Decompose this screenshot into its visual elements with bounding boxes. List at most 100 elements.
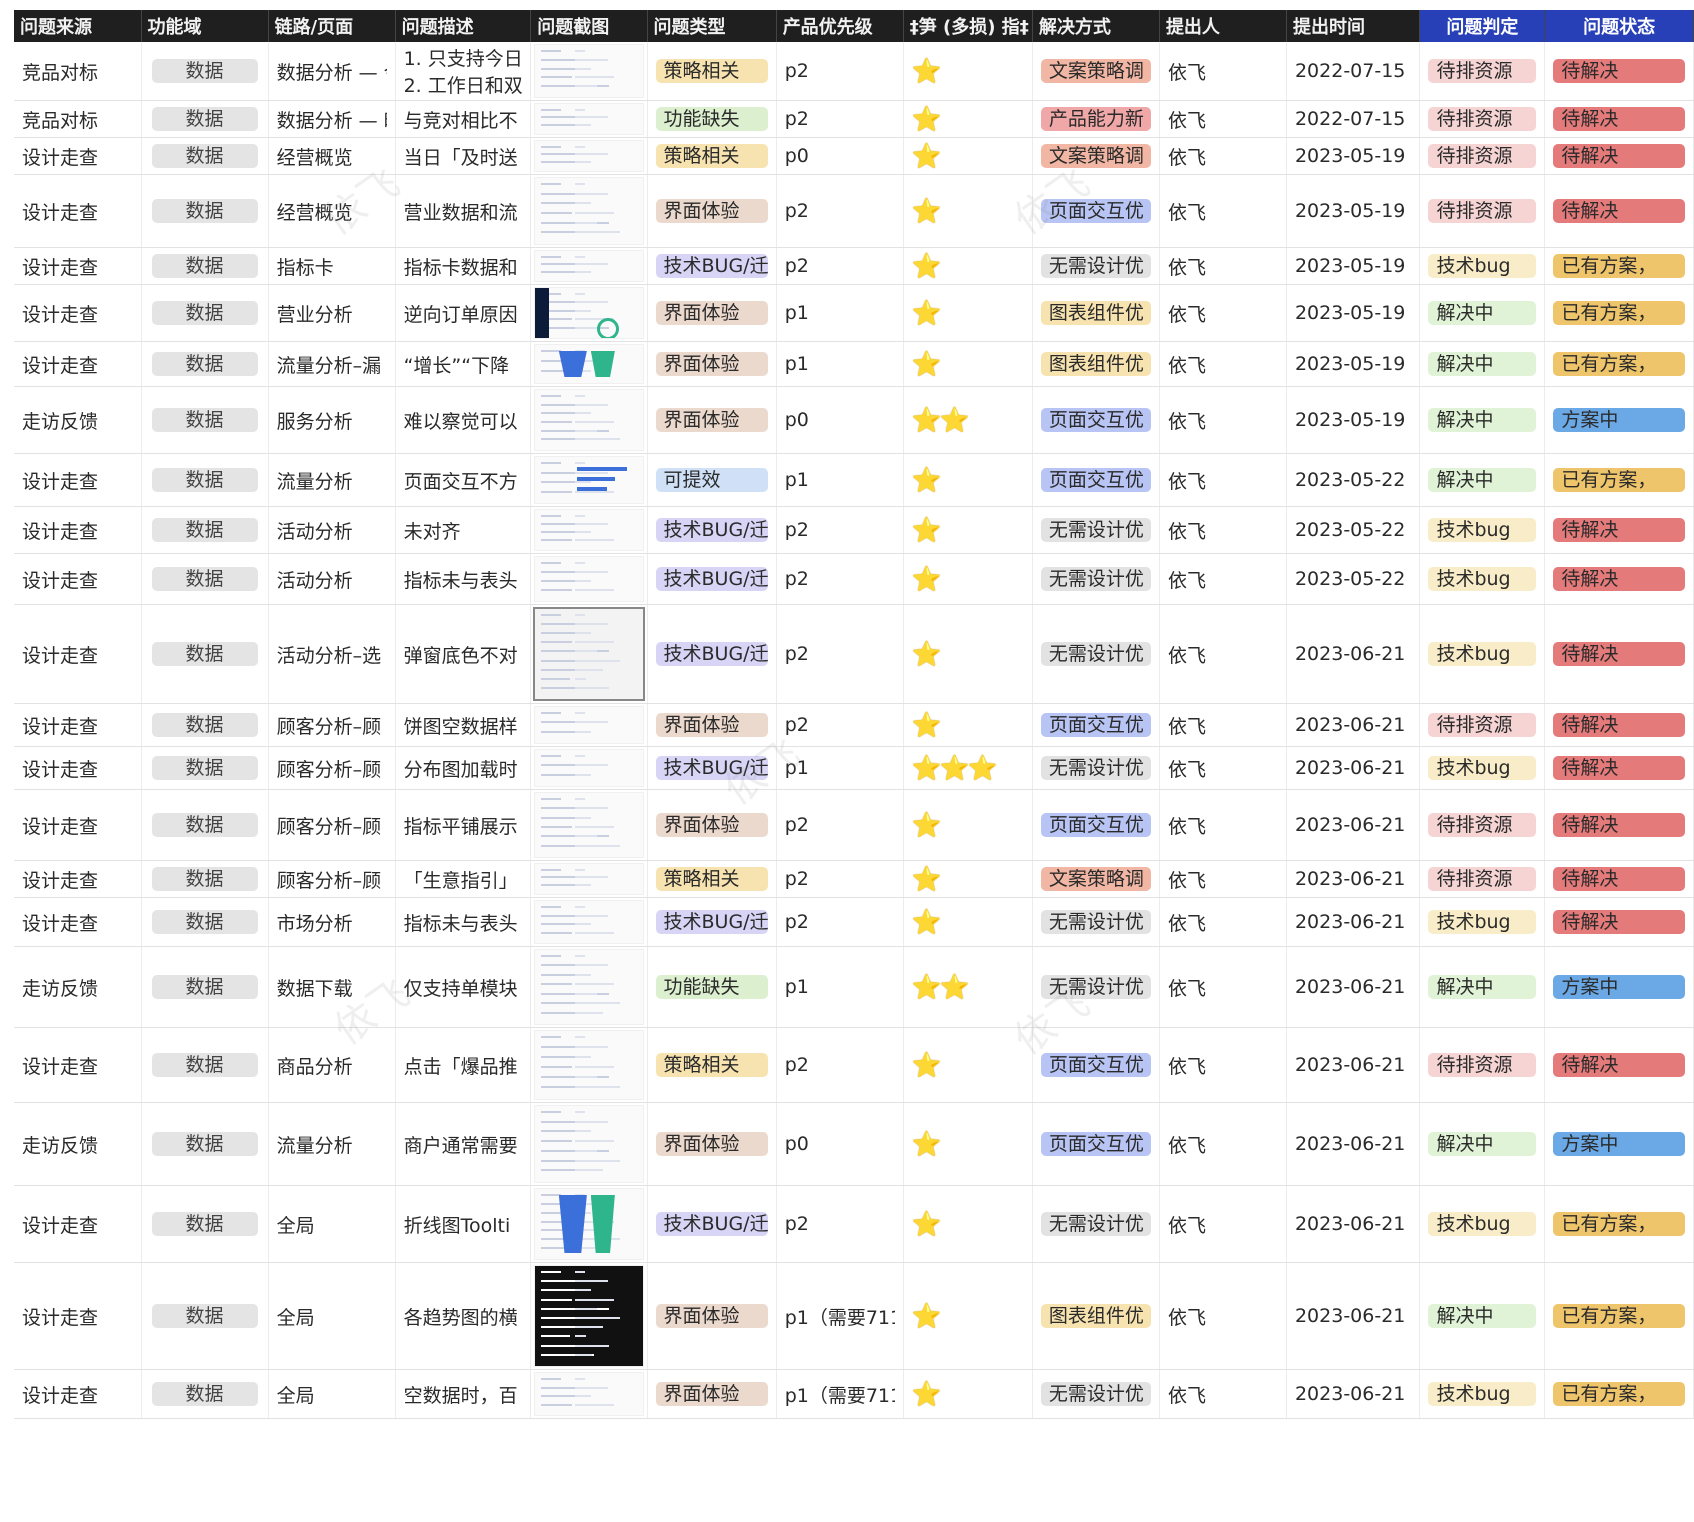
cell-page[interactable]: 顾客分析–顾 xyxy=(268,789,396,861)
screenshot-thumbnail[interactable] xyxy=(533,1030,644,1100)
cell-description[interactable]: 营业数据和流 xyxy=(395,174,532,248)
cell-solution[interactable]: 页面交互优 xyxy=(1032,1102,1160,1186)
table-row[interactable]: 设计走查 数据 全局 折线图Toolti 技术BUG/迁 p2 ⭐ 无需设计优 依飞 2023-0… xyxy=(14,1185,1694,1263)
cell-page[interactable]: 营业分析 xyxy=(268,284,396,342)
cell-rating[interactable]: ⭐ xyxy=(903,897,1033,947)
cell-reporter[interactable]: 依飞 xyxy=(1159,284,1287,342)
cell-status[interactable]: 待解决 xyxy=(1544,553,1694,605)
column-header[interactable]: 产品优先级 xyxy=(776,10,904,42)
cell-judgement[interactable]: 解决中 xyxy=(1419,386,1546,454)
cell-time[interactable]: 2023-05-19 xyxy=(1286,386,1421,454)
cell-reporter[interactable]: 依飞 xyxy=(1159,703,1287,747)
cell-rating[interactable]: ⭐ xyxy=(903,1102,1033,1186)
cell-rating[interactable]: ⭐ xyxy=(903,247,1033,285)
cell-status[interactable]: 已有方案， xyxy=(1544,1369,1694,1419)
table-row[interactable]: 设计走查 数据 全局 空数据时，百 界面体验 p1（需要711 ⭐ 无需设计优 依飞 2023-0… xyxy=(14,1369,1694,1419)
cell-time[interactable]: 2023-05-19 xyxy=(1286,174,1421,248)
cell-solution[interactable]: 产品能力新 xyxy=(1032,100,1160,138)
cell-page[interactable]: 全局 xyxy=(268,1185,396,1263)
cell-priority[interactable]: p2 xyxy=(776,1027,904,1103)
table-row[interactable]: 设计走查 数据 活动分析 指标未与表头 技术BUG/迁 p2 ⭐ 无需设计优 依飞 2023-05… xyxy=(14,553,1694,605)
cell-source[interactable]: 走访反馈 xyxy=(14,1102,142,1186)
cell-status[interactable]: 已有方案， xyxy=(1544,284,1694,342)
cell-description[interactable]: 页面交互不方 xyxy=(395,453,532,507)
cell-time[interactable]: 2023-06-21 xyxy=(1286,1185,1421,1263)
cell-screenshot[interactable] xyxy=(530,1102,648,1186)
cell-rating[interactable]: ⭐ xyxy=(903,703,1033,747)
table-row[interactable]: 走访反馈 数据 数据下载 仅支持单模块 功能缺失 p1 ⭐⭐ 无需设计优 依飞 2023-06-2… xyxy=(14,946,1694,1028)
cell-type[interactable]: 技术BUG/迁 xyxy=(647,604,777,704)
cell-source[interactable]: 设计走查 xyxy=(14,506,142,554)
cell-domain[interactable]: 数据 xyxy=(141,1185,269,1263)
cell-description[interactable]: 指标卡数据和 xyxy=(395,247,532,285)
column-header[interactable]: 问题来源 xyxy=(14,10,142,42)
cell-page[interactable]: 顾客分析–顾 xyxy=(268,703,396,747)
cell-solution[interactable]: 页面交互优 xyxy=(1032,386,1160,454)
column-header[interactable]: 问题状态 xyxy=(1544,10,1694,42)
cell-judgement[interactable]: 技术bug xyxy=(1419,1369,1546,1419)
cell-screenshot[interactable] xyxy=(530,174,648,248)
cell-rating[interactable]: ⭐ xyxy=(903,100,1033,138)
cell-status[interactable]: 已有方案， xyxy=(1544,1185,1694,1263)
cell-description[interactable]: 与竞对相比不 xyxy=(395,100,532,138)
cell-domain[interactable]: 数据 xyxy=(141,284,269,342)
cell-screenshot[interactable] xyxy=(530,703,648,747)
cell-source[interactable]: 设计走查 xyxy=(14,1369,142,1419)
table-row[interactable]: 设计走查 数据 活动分析–选 弹窗底色不对 技术BUG/迁 p2 ⭐ 无需设计优 依飞 2023-… xyxy=(14,604,1694,704)
cell-rating[interactable]: ⭐ xyxy=(903,604,1033,704)
screenshot-thumbnail[interactable] xyxy=(533,706,644,744)
cell-description[interactable]: 「生意指引」 xyxy=(395,860,532,898)
cell-screenshot[interactable] xyxy=(530,604,648,704)
cell-solution[interactable]: 页面交互优 xyxy=(1032,453,1160,507)
cell-description[interactable]: 弹窗底色不对 xyxy=(395,604,532,704)
cell-reporter[interactable]: 依飞 xyxy=(1159,897,1287,947)
cell-domain[interactable]: 数据 xyxy=(141,1102,269,1186)
cell-reporter[interactable]: 依飞 xyxy=(1159,137,1287,175)
cell-source[interactable]: 设计走查 xyxy=(14,746,142,790)
cell-status[interactable]: 待解决 xyxy=(1544,506,1694,554)
cell-status[interactable]: 待解决 xyxy=(1544,897,1694,947)
cell-time[interactable]: 2023-06-21 xyxy=(1286,1369,1421,1419)
cell-reporter[interactable]: 依飞 xyxy=(1159,341,1287,387)
cell-type[interactable]: 策略相关 xyxy=(647,1027,777,1103)
cell-priority[interactable]: p1（需要711 xyxy=(776,1262,904,1370)
cell-screenshot[interactable] xyxy=(530,1369,648,1419)
screenshot-thumbnail[interactable] xyxy=(533,1372,644,1416)
cell-description[interactable]: 当日「及时送 xyxy=(395,137,532,175)
table-row[interactable]: 设计走查 数据 顾客分析–顾 饼图空数据样 界面体验 p2 ⭐ 页面交互优 依飞 2023-06-… xyxy=(14,703,1694,747)
cell-description[interactable]: 逆向订单原因 xyxy=(395,284,532,342)
table-row[interactable]: 设计走查 数据 顾客分析–顾 分布图加载时 技术BUG/迁 p1 ⭐⭐⭐ 无需设计优 依飞 202… xyxy=(14,746,1694,790)
cell-solution[interactable]: 图表组件优 xyxy=(1032,341,1160,387)
cell-priority[interactable]: p2 xyxy=(776,174,904,248)
cell-judgement[interactable]: 待排资源 xyxy=(1419,860,1546,898)
cell-solution[interactable]: 无需设计优 xyxy=(1032,946,1160,1028)
screenshot-thumbnail[interactable] xyxy=(533,250,644,282)
cell-type[interactable]: 策略相关 xyxy=(647,137,777,175)
cell-page[interactable]: 顾客分析–顾 xyxy=(268,860,396,898)
table-row[interactable]: 设计走查 数据 经营概览 当日「及时送 策略相关 p0 ⭐ 文案策略调 依飞 2023-05-19… xyxy=(14,137,1694,175)
cell-judgement[interactable]: 技术bug xyxy=(1419,746,1546,790)
cell-screenshot[interactable] xyxy=(530,137,648,175)
cell-description[interactable]: 难以察觉可以 xyxy=(395,386,532,454)
cell-domain[interactable]: 数据 xyxy=(141,42,269,101)
cell-solution[interactable]: 无需设计优 xyxy=(1032,553,1160,605)
cell-priority[interactable]: p0 xyxy=(776,137,904,175)
cell-description[interactable]: 指标未与表头 xyxy=(395,553,532,605)
cell-judgement[interactable]: 解决中 xyxy=(1419,946,1546,1028)
cell-domain[interactable]: 数据 xyxy=(141,1369,269,1419)
cell-solution[interactable]: 图表组件优 xyxy=(1032,1262,1160,1370)
cell-time[interactable]: 2023-06-21 xyxy=(1286,946,1421,1028)
cell-source[interactable]: 设计走查 xyxy=(14,284,142,342)
column-header[interactable]: 链路/页面 xyxy=(268,10,396,42)
cell-domain[interactable]: 数据 xyxy=(141,100,269,138)
cell-domain[interactable]: 数据 xyxy=(141,341,269,387)
cell-judgement[interactable]: 技术bug xyxy=(1419,1185,1546,1263)
cell-source[interactable]: 设计走查 xyxy=(14,1027,142,1103)
cell-solution[interactable]: 页面交互优 xyxy=(1032,174,1160,248)
cell-time[interactable]: 2023-06-21 xyxy=(1286,1262,1421,1370)
cell-rating[interactable]: ⭐ xyxy=(903,1185,1033,1263)
cell-judgement[interactable]: 待排资源 xyxy=(1419,703,1546,747)
cell-priority[interactable]: p1 xyxy=(776,453,904,507)
